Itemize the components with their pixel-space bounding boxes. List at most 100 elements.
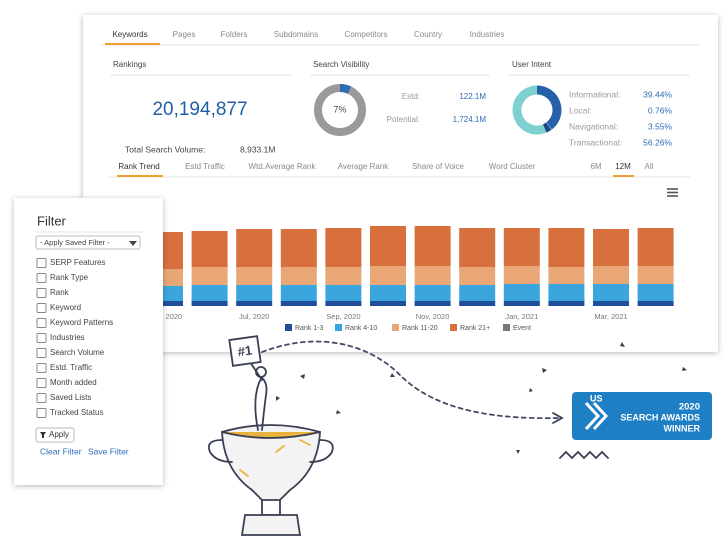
apply-button[interactable] bbox=[35, 427, 75, 443]
bar-segment bbox=[414, 301, 451, 306]
bar-segment bbox=[459, 267, 496, 285]
donut-segment bbox=[542, 122, 552, 133]
chart-tab[interactable]: Estd Traffic bbox=[185, 162, 225, 171]
chart-tab[interactable]: Share of Voice bbox=[412, 162, 465, 171]
confetti bbox=[276, 342, 687, 454]
visibility-label: Estd: bbox=[402, 92, 420, 101]
x-tick-label: Jan, 2021 bbox=[505, 312, 538, 321]
bar-segment bbox=[593, 229, 629, 266]
intent-label: Transactional: bbox=[569, 137, 622, 147]
legend-swatch bbox=[335, 324, 342, 331]
bar-segment bbox=[236, 229, 273, 267]
chart-tab[interactable]: Average Rank bbox=[338, 162, 390, 171]
legend-label: Rank 21+ bbox=[460, 325, 490, 332]
checkbox[interactable] bbox=[36, 348, 47, 358]
bar-segment bbox=[191, 231, 228, 267]
checkbox[interactable] bbox=[36, 303, 47, 313]
intent-value: 3.55% bbox=[648, 121, 673, 131]
tab[interactable]: Keywords bbox=[112, 30, 147, 39]
donut-segment bbox=[536, 85, 562, 130]
bar-segment bbox=[503, 228, 540, 266]
x-tick-label: Nov, 2020 bbox=[416, 312, 450, 321]
bar-segment bbox=[637, 301, 674, 306]
filter-option: Month added bbox=[50, 378, 97, 387]
legend-label: Event bbox=[513, 325, 531, 332]
menu-icon[interactable] bbox=[667, 188, 678, 197]
filter-option: Industries bbox=[50, 333, 85, 342]
bar-segment bbox=[191, 267, 228, 285]
chart-tab[interactable]: Rank Trend bbox=[118, 162, 159, 171]
bar-segment bbox=[370, 285, 406, 301]
x-tick-label: Sep, 2020 bbox=[326, 312, 360, 321]
award-year: 2020 bbox=[679, 402, 700, 413]
bar-segment bbox=[325, 228, 362, 267]
tab[interactable]: Pages bbox=[173, 30, 196, 39]
rankings-value: 20,194,877 bbox=[152, 99, 247, 120]
section-title: Rankings bbox=[113, 60, 146, 69]
filter-option: SERP Features bbox=[50, 258, 105, 267]
bar-segment bbox=[459, 285, 496, 301]
legend-label: Rank 4-10 bbox=[345, 325, 377, 332]
x-tick-label: May, 2020 bbox=[148, 312, 182, 321]
checkbox[interactable] bbox=[36, 258, 47, 268]
checkbox[interactable] bbox=[36, 333, 47, 343]
checkbox[interactable] bbox=[36, 273, 47, 283]
bar-segment bbox=[280, 229, 317, 267]
bar-segment bbox=[280, 285, 317, 301]
bar-segment bbox=[370, 226, 406, 266]
tab[interactable]: Folders bbox=[221, 30, 248, 39]
range-option[interactable]: 12M bbox=[615, 162, 631, 171]
bar-segment bbox=[236, 267, 273, 285]
bar-segment bbox=[147, 301, 183, 306]
bar-segment bbox=[637, 228, 674, 266]
filter-option: Saved Lists bbox=[50, 393, 91, 402]
checkbox[interactable] bbox=[36, 318, 47, 328]
bar-segment bbox=[414, 266, 451, 285]
bar-segment bbox=[637, 266, 674, 284]
chart-tab[interactable]: Wtd.Average Rank bbox=[249, 162, 317, 171]
filter-icon bbox=[40, 432, 46, 438]
bar-segment bbox=[414, 285, 451, 301]
bar-segment bbox=[503, 284, 540, 301]
volume-label: Total Search Volume: bbox=[125, 144, 205, 154]
tab[interactable]: Competitors bbox=[344, 30, 387, 39]
bar-segment bbox=[459, 301, 496, 306]
apply-label: Apply bbox=[49, 430, 69, 439]
checkbox[interactable] bbox=[36, 363, 47, 373]
filter-option: Estd. Traffic bbox=[50, 363, 92, 372]
tab[interactable]: Industries bbox=[470, 30, 505, 39]
legend-swatch bbox=[392, 324, 399, 331]
checkbox[interactable] bbox=[36, 288, 47, 298]
bar-segment bbox=[593, 301, 629, 306]
checkbox[interactable] bbox=[36, 378, 47, 388]
checkbox[interactable] bbox=[36, 393, 47, 403]
tab[interactable]: Subdomains bbox=[274, 30, 318, 39]
range-option[interactable]: All bbox=[645, 162, 654, 171]
bar-segment bbox=[370, 301, 406, 306]
intent-value: 56.26% bbox=[643, 137, 672, 147]
bar-segment bbox=[548, 301, 585, 306]
x-tick-label: Mar, 2021 bbox=[594, 312, 627, 321]
trophy-sign: #1 bbox=[237, 343, 253, 360]
save-filter-link[interactable]: Save Filter bbox=[88, 446, 129, 456]
bar-segment bbox=[325, 301, 362, 306]
bar-segment bbox=[325, 285, 362, 301]
intent-label: Informational: bbox=[569, 89, 621, 99]
bar-segment bbox=[370, 266, 406, 285]
bar-segment bbox=[414, 226, 451, 266]
bar-segment bbox=[236, 301, 273, 306]
chart-tab[interactable]: Word Cluster bbox=[489, 162, 536, 171]
trophy-illustration bbox=[207, 335, 609, 536]
clear-filter-link[interactable]: Clear Filter bbox=[40, 446, 82, 456]
checkbox[interactable] bbox=[36, 408, 47, 418]
saved-filter-dropdown[interactable] bbox=[35, 235, 141, 250]
bar-segment bbox=[280, 267, 317, 285]
bar-segment bbox=[593, 284, 629, 301]
legend-swatch bbox=[503, 324, 510, 331]
range-option[interactable]: 6M bbox=[590, 162, 601, 171]
bar-segment bbox=[637, 284, 674, 301]
bar-segment bbox=[459, 228, 496, 267]
tab[interactable]: Country bbox=[414, 30, 442, 39]
filter-option: Keyword Patterns bbox=[50, 318, 113, 327]
